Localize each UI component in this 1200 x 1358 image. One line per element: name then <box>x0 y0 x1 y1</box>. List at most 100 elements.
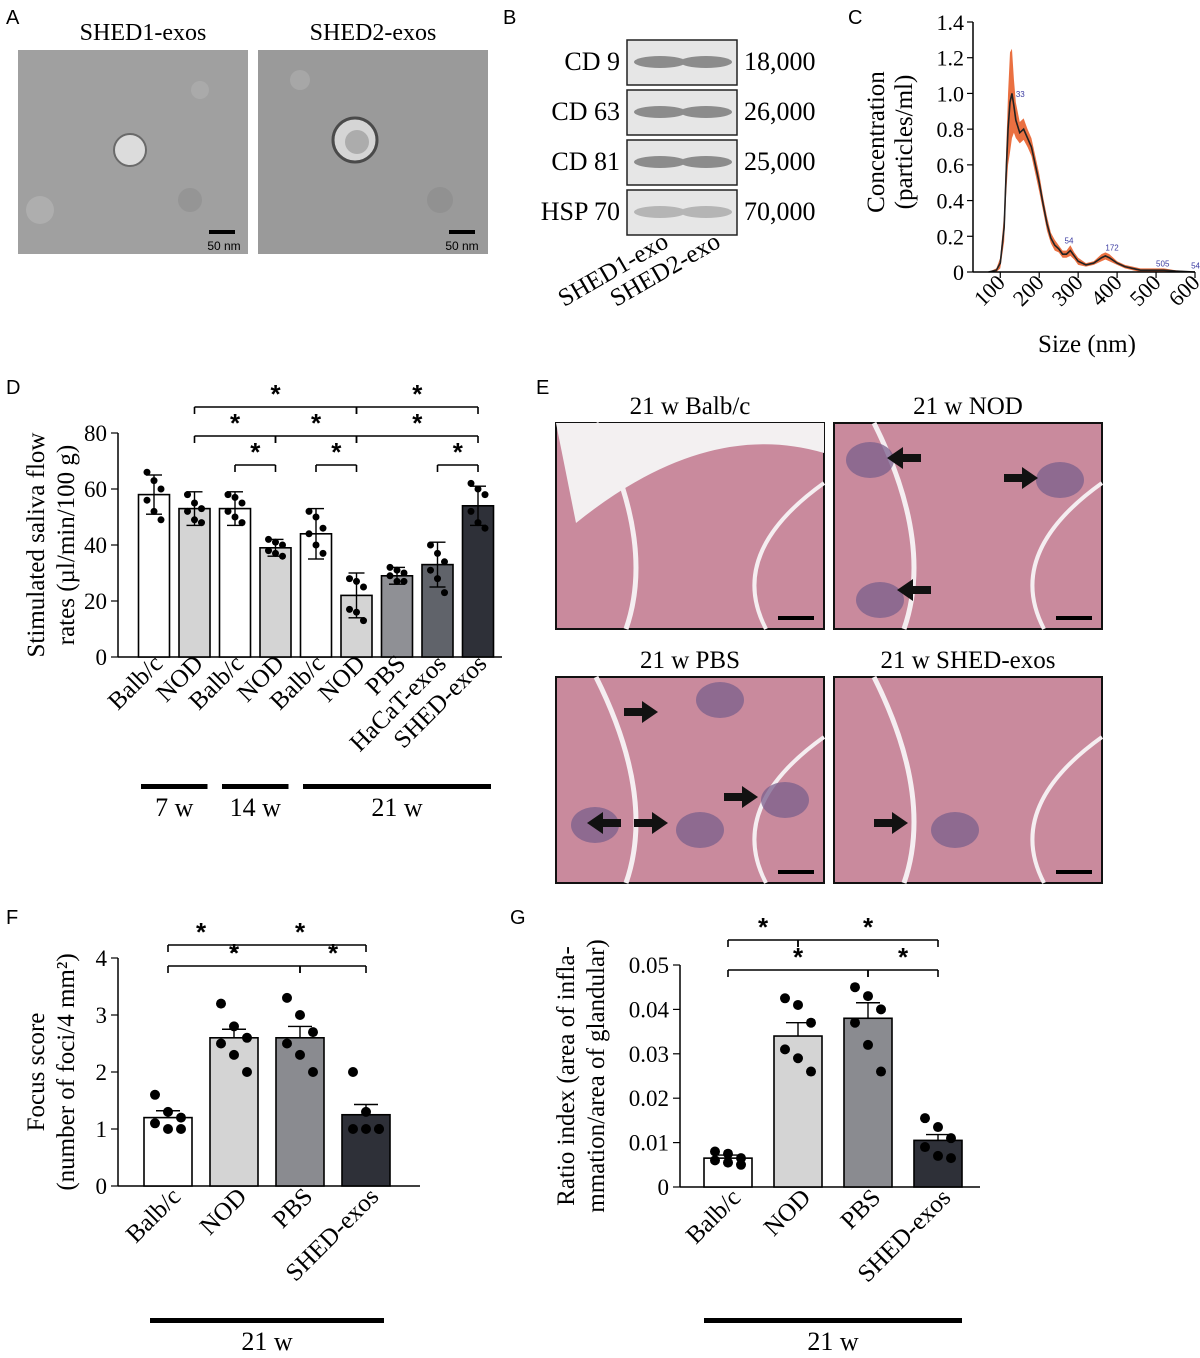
septum <box>1030 481 1104 630</box>
bar <box>380 574 414 658</box>
significance-star: * <box>230 408 241 438</box>
panel-label-d: D <box>6 377 20 399</box>
data-point <box>400 569 408 577</box>
blot-band <box>634 156 686 168</box>
data-point <box>229 1049 239 1060</box>
band-label: HSP 70 <box>541 197 620 226</box>
data-point <box>265 535 272 543</box>
y-tick-label: 0.8 <box>937 117 965 142</box>
y-tick-label: 1.0 <box>937 81 965 106</box>
septum <box>752 735 826 884</box>
x-tick-label: 400 <box>1086 270 1127 311</box>
data-point <box>360 583 367 591</box>
data-point <box>176 1112 186 1123</box>
arrow-icon <box>724 786 758 808</box>
panel-e-histology: 21 w Balb/c 21 w NOD 21 w PBS 21 w SHED-exo… <box>555 393 1104 884</box>
y-tick-label: 0.03 <box>629 1042 669 1067</box>
data-point <box>143 468 151 476</box>
bar <box>275 1037 325 1187</box>
peak-label: 172 <box>1105 244 1119 253</box>
group-bar <box>141 784 208 789</box>
significance-star: * <box>250 437 261 467</box>
data-point <box>157 516 165 524</box>
significance-star: * <box>295 917 306 947</box>
data-point <box>348 1124 358 1134</box>
data-point <box>434 575 441 583</box>
data-point <box>723 1148 733 1159</box>
data-point <box>308 1067 318 1077</box>
y-tick-label: 2 <box>96 1060 108 1085</box>
data-point <box>242 1067 252 1077</box>
mean-line <box>988 93 1196 273</box>
x-tick-label: 200 <box>1008 270 1049 311</box>
septum <box>593 675 639 884</box>
mw-label: 70,000 <box>744 197 816 226</box>
bar <box>259 546 292 658</box>
data-point <box>361 1106 371 1117</box>
data-point <box>184 507 191 515</box>
data-point <box>150 477 158 485</box>
data-point <box>474 519 482 527</box>
group-bar <box>222 784 289 789</box>
significance-star: * <box>863 912 874 942</box>
group-label: 21 w <box>371 793 423 822</box>
y-tick-label: 1.2 <box>937 46 965 71</box>
category-label: PBS <box>836 1184 887 1235</box>
data-point <box>400 577 408 585</box>
bar <box>340 594 373 658</box>
data-point <box>481 491 489 499</box>
band-label: CD 81 <box>551 147 620 176</box>
data-point <box>346 575 353 583</box>
data-point <box>427 541 434 549</box>
y-tick-label: 4 <box>96 946 108 971</box>
significance-star: * <box>758 912 769 942</box>
septum <box>752 481 826 630</box>
data-point <box>163 1106 173 1117</box>
data-point <box>157 485 165 493</box>
data-point <box>272 538 279 546</box>
data-point <box>863 991 873 1002</box>
histology-title: 21 w SHED-exos <box>881 647 1056 674</box>
significance-star: * <box>328 938 339 968</box>
data-point <box>806 1017 816 1028</box>
y-axis-title-line2: rates (µl/min/100 g) <box>53 445 80 645</box>
panel-c-nta-chart: 33 54 172 505 548 0 0.2 0.4 0.6 0.8 1.0 1.2 1.4 10020… <box>863 10 1200 358</box>
peak-label: 54 <box>1065 236 1074 245</box>
arrow-icon <box>874 812 908 834</box>
data-point <box>238 499 246 507</box>
group-label: 21 w <box>241 1327 293 1356</box>
data-point <box>933 1122 943 1133</box>
y-axis-title-line1: Concentration <box>863 71 890 213</box>
data-point <box>191 499 198 507</box>
group-bar <box>303 784 491 789</box>
y-axis-title-line1: Stimulated saliva flow <box>23 433 50 658</box>
data-point <box>393 566 401 574</box>
panel-b-western-blot: CD 9 18,000 CD 63 26,000 CD 81 25,000 HSP 70 70… <box>541 39 816 312</box>
band-label: CD 9 <box>564 47 620 76</box>
x-tick-label: 500 <box>1125 270 1166 311</box>
data-point <box>279 552 286 560</box>
scale-bar <box>778 870 814 874</box>
data-point <box>793 999 803 1010</box>
panel-label-g: G <box>510 907 526 929</box>
y-tick-label: 1 <box>96 1117 108 1142</box>
data-point <box>150 507 158 515</box>
data-point <box>295 1010 305 1020</box>
data-point <box>863 1039 873 1050</box>
infiltrate-focus <box>761 782 809 818</box>
y-tick-label: 1.4 <box>937 10 965 35</box>
data-point <box>474 485 482 493</box>
error-band <box>988 48 1195 273</box>
tem-image-1: 50 nm <box>18 50 248 254</box>
category-label: PBS <box>268 1183 319 1234</box>
x-tick-label: 300 <box>1047 270 1088 311</box>
infiltrate-focus <box>696 682 744 718</box>
y-tick-label: 0.01 <box>629 1131 669 1156</box>
data-point <box>238 519 246 527</box>
panel-f-focus-score-chart: 0 1 2 3 4 Focus score (number of foci/4 mm²) Ba… <box>23 917 420 1356</box>
significance-star: * <box>331 437 342 467</box>
y-tick-label: 60 <box>84 477 107 502</box>
data-point <box>312 513 320 521</box>
panel-d-saliva-chart: 0 20 40 60 80 Stimulated saliva flow rates (µl… <box>23 379 502 822</box>
